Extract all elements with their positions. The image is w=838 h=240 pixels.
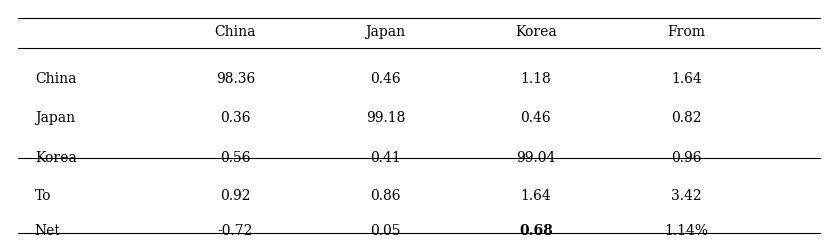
Text: 0.46: 0.46 [520, 111, 551, 125]
Text: 0.56: 0.56 [220, 151, 251, 165]
Text: 99.18: 99.18 [366, 111, 406, 125]
Text: Korea: Korea [515, 25, 556, 39]
Text: 98.36: 98.36 [215, 72, 255, 86]
Text: 0.36: 0.36 [220, 111, 251, 125]
Text: 0.96: 0.96 [671, 151, 701, 165]
Text: 1.14%: 1.14% [665, 224, 708, 238]
Text: 99.04: 99.04 [516, 151, 556, 165]
Text: 0.82: 0.82 [671, 111, 701, 125]
Text: China: China [35, 72, 76, 86]
Text: -0.72: -0.72 [218, 224, 253, 238]
Text: 3.42: 3.42 [671, 189, 701, 203]
Text: Net: Net [35, 224, 60, 238]
Text: Japan: Japan [365, 25, 406, 39]
Text: From: From [667, 25, 706, 39]
Text: China: China [215, 25, 256, 39]
Text: Korea: Korea [35, 151, 76, 165]
Text: 0.41: 0.41 [370, 151, 401, 165]
Text: 0.86: 0.86 [370, 189, 401, 203]
Text: 0.46: 0.46 [370, 72, 401, 86]
Text: 0.92: 0.92 [220, 189, 251, 203]
Text: 1.64: 1.64 [671, 72, 701, 86]
Text: 0.05: 0.05 [370, 224, 401, 238]
Text: 0.68: 0.68 [519, 224, 553, 238]
Text: 1.64: 1.64 [520, 189, 551, 203]
Text: 1.18: 1.18 [520, 72, 551, 86]
Text: Japan: Japan [35, 111, 75, 125]
Text: To: To [35, 189, 51, 203]
